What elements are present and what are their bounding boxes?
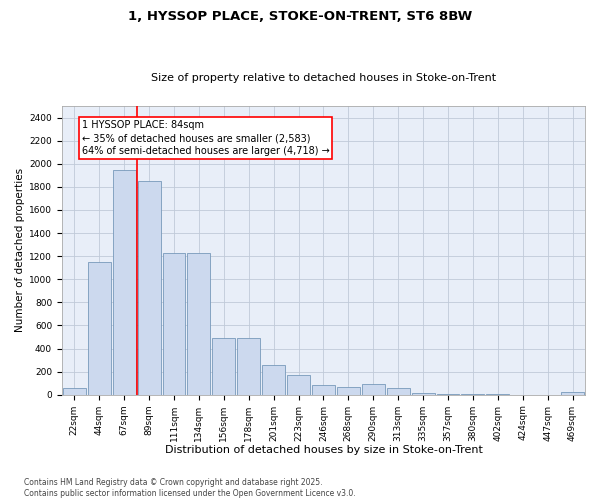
- Bar: [387, 388, 410, 394]
- Bar: [561, 392, 584, 394]
- Bar: [187, 252, 211, 394]
- Text: 1 HYSSOP PLACE: 84sqm
← 35% of detached houses are smaller (2,583)
64% of semi-d: 1 HYSSOP PLACE: 84sqm ← 35% of detached …: [82, 120, 329, 156]
- Text: 1, HYSSOP PLACE, STOKE-ON-TRENT, ST6 8BW: 1, HYSSOP PLACE, STOKE-ON-TRENT, ST6 8BW: [128, 10, 472, 23]
- Title: Size of property relative to detached houses in Stoke-on-Trent: Size of property relative to detached ho…: [151, 73, 496, 83]
- Bar: [163, 252, 185, 394]
- Bar: [337, 386, 360, 394]
- Bar: [88, 262, 111, 394]
- Y-axis label: Number of detached properties: Number of detached properties: [15, 168, 25, 332]
- Bar: [312, 386, 335, 394]
- Bar: [412, 393, 434, 394]
- Bar: [113, 170, 136, 394]
- Bar: [362, 384, 385, 394]
- Text: Contains HM Land Registry data © Crown copyright and database right 2025.
Contai: Contains HM Land Registry data © Crown c…: [24, 478, 356, 498]
- Bar: [212, 338, 235, 394]
- Bar: [137, 181, 161, 394]
- Bar: [237, 338, 260, 394]
- Bar: [63, 388, 86, 394]
- Bar: [287, 375, 310, 394]
- Bar: [262, 364, 285, 394]
- X-axis label: Distribution of detached houses by size in Stoke-on-Trent: Distribution of detached houses by size …: [164, 445, 482, 455]
